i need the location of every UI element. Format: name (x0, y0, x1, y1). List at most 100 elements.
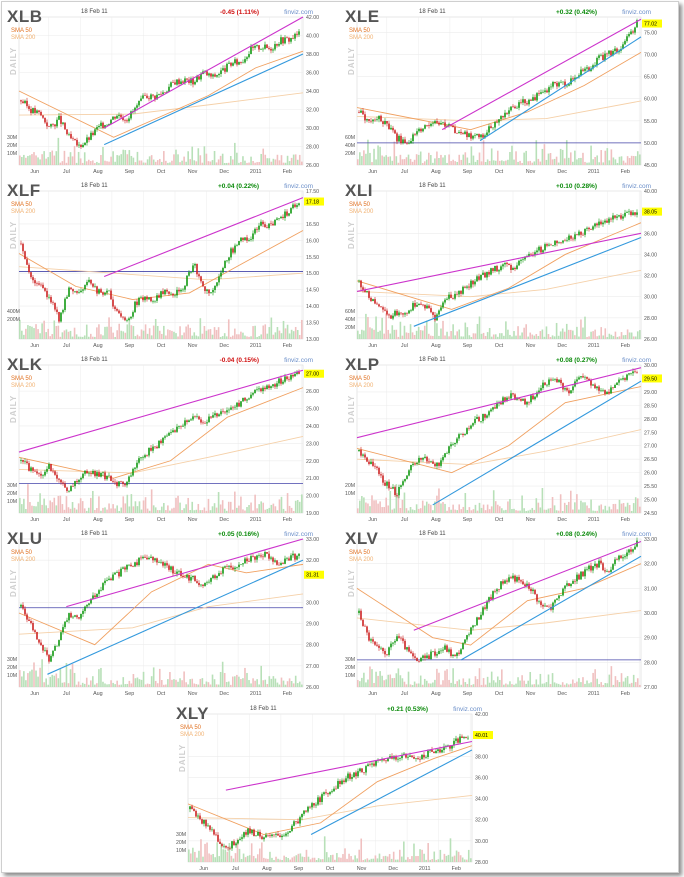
volume-bar (594, 510, 596, 513)
volume-bar (432, 682, 434, 687)
volume-bar (421, 330, 424, 339)
candle-body (303, 810, 305, 814)
volume-bar (561, 510, 564, 513)
candle-body (230, 565, 232, 568)
volume-bar (256, 854, 259, 862)
candle-body (542, 91, 544, 93)
x-tick-label: 2011 (588, 517, 600, 523)
candle-body (496, 265, 498, 272)
ticker-label: XLB (7, 7, 43, 26)
volume-bar (200, 839, 202, 862)
candle-body (40, 284, 42, 286)
candle-body (223, 845, 225, 847)
volume-bar (294, 326, 297, 339)
candle-body (30, 621, 32, 623)
volume-bar (215, 162, 218, 165)
volume-bar (138, 679, 141, 687)
price-change: +0.10 (0.28%) (555, 183, 597, 190)
volume-bar (167, 162, 169, 165)
volume-bar (614, 159, 617, 165)
volume-bar (559, 494, 562, 513)
candle-body (422, 304, 424, 306)
candle-body (28, 106, 30, 109)
candle-body (584, 68, 586, 71)
candle-body (110, 119, 112, 124)
volume-bar (462, 336, 465, 339)
volume-bar (513, 331, 515, 339)
y-tick-label: 26.00 (306, 389, 319, 395)
candle-body (58, 478, 60, 480)
candle-body (215, 834, 217, 836)
candle-body (305, 810, 307, 812)
candle-body (128, 476, 130, 482)
volume-bar (381, 155, 383, 165)
volume-bar (224, 849, 227, 862)
volume-bar (158, 668, 161, 687)
candle-body (446, 453, 448, 454)
volume-bar (321, 859, 324, 862)
volume-bar (185, 161, 187, 165)
candle-body (394, 487, 396, 496)
candle-body (132, 566, 134, 567)
candle-body (604, 220, 606, 223)
chart-svg: 27.0026.0025.0024.0023.0022.0021.0020.00… (7, 364, 324, 523)
candle-body (229, 847, 231, 849)
volume-tick-label: 30M (7, 657, 17, 663)
candle-body (327, 793, 329, 795)
candle-body (462, 286, 464, 294)
volume-bar (128, 320, 131, 339)
volume-bar (292, 331, 295, 339)
volume-bar (444, 670, 446, 687)
volume-bar (59, 336, 62, 339)
candle-body (564, 388, 566, 390)
volume-bar (574, 683, 576, 687)
candle-body (52, 650, 54, 656)
candle-body (186, 275, 188, 286)
volume-bar (446, 510, 448, 513)
volume-bar (71, 336, 74, 339)
volume-bar (83, 508, 86, 513)
volume-bar (413, 334, 416, 339)
volume-bar (371, 328, 373, 339)
volume-bar (580, 157, 582, 165)
candle-body (36, 471, 38, 474)
volume-bar (246, 507, 248, 513)
volume-bar (167, 505, 169, 513)
volume-bar (531, 162, 534, 165)
y-tick-label: 40.00 (306, 34, 319, 40)
volume-bar (98, 162, 100, 165)
y-tick-label: 30.00 (306, 126, 319, 132)
y-tick-label: 25.50 (644, 484, 657, 490)
candle-body (572, 78, 574, 80)
volume-bar (563, 158, 566, 165)
volume-bar (484, 335, 487, 339)
candle-body (134, 467, 136, 469)
candle-body (408, 470, 410, 476)
volume-bar (193, 332, 196, 339)
volume-bar (134, 678, 137, 687)
candle-body (536, 250, 538, 253)
candle-body (198, 76, 200, 80)
candle-body (550, 244, 552, 246)
volume-bar (456, 681, 458, 687)
x-tick-label: Aug (431, 169, 441, 175)
candle-body (38, 110, 40, 112)
volume-bar (450, 509, 452, 513)
volume-bar (300, 319, 303, 339)
x-tick-label: Jun (30, 517, 39, 523)
volume-bar (177, 336, 179, 339)
sma50-line (18, 50, 304, 138)
volume-bar (490, 336, 493, 339)
candle-body (134, 107, 136, 112)
candle-body (86, 604, 88, 607)
volume-bar (354, 855, 356, 862)
candle-body (282, 37, 284, 44)
candle-body (370, 297, 372, 301)
volume-bar (466, 157, 469, 165)
volume-bar (459, 855, 462, 862)
volume-bar (413, 159, 416, 165)
volume-bar (37, 157, 39, 165)
candle-body (390, 488, 392, 489)
candle-body (58, 115, 60, 120)
candle-body (526, 583, 528, 586)
